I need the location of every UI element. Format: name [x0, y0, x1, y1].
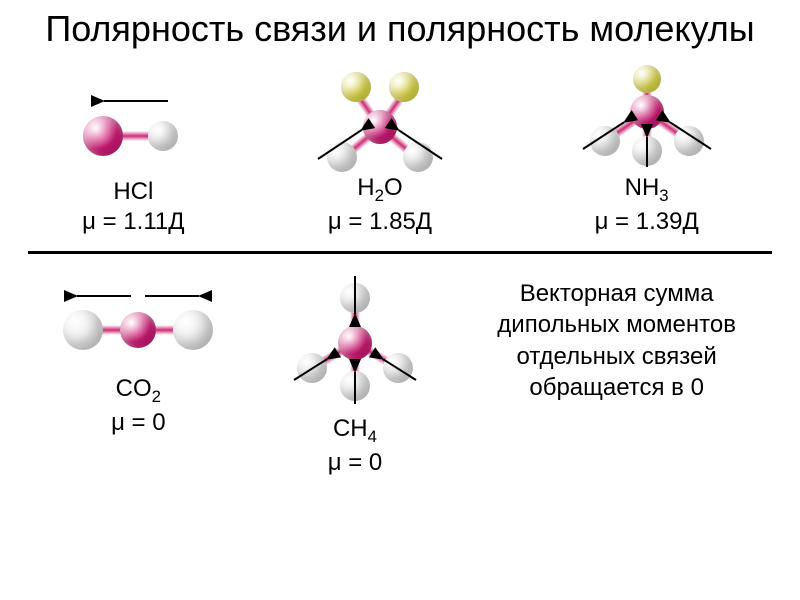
dipole-arrow-head	[91, 95, 105, 107]
note-cell: Векторная сумма дипольных моментов отдел…	[467, 268, 767, 403]
molecule-canvas	[270, 268, 440, 408]
molecule-label: NH3μ = 1.39Д	[595, 173, 699, 237]
atom	[83, 116, 123, 156]
dipole-arrow	[77, 295, 131, 297]
molecule-h2o: H2Oμ = 1.85Д	[280, 57, 480, 237]
molecule-canvas	[33, 268, 243, 368]
dipole-arrow-head	[641, 124, 653, 138]
dipole-arrow-head	[349, 359, 361, 373]
dipole-arrow-head	[198, 290, 212, 302]
atom	[63, 310, 103, 350]
dipole-arrow	[145, 295, 199, 297]
molecule-co2: CO2μ = 0	[33, 268, 243, 438]
molecule-label: H2Oμ = 1.85Д	[328, 173, 432, 237]
row-polar-molecules: HClμ = 1.11Д H2Oμ = 1.85Д NH3μ = 1.39Д	[0, 53, 800, 245]
dipole-arrow	[354, 372, 356, 404]
molecule-canvas	[53, 81, 213, 171]
molecule-canvas	[547, 57, 747, 167]
atom	[327, 142, 357, 172]
atom	[338, 326, 372, 360]
dipole-arrow	[104, 100, 168, 102]
atom	[341, 72, 371, 102]
molecule-label: CH4μ = 0	[328, 414, 383, 478]
molecule-label: HClμ = 1.11Д	[82, 177, 184, 237]
molecule-hcl: HClμ = 1.11Д	[53, 81, 213, 237]
dipole-arrow	[354, 276, 356, 314]
molecule-ch4: CH4μ = 0	[270, 268, 440, 478]
atom	[633, 65, 661, 93]
dipole-arrow-head	[349, 313, 361, 327]
dipole-arrow	[646, 137, 648, 167]
atom	[173, 310, 213, 350]
atom	[120, 312, 156, 348]
molecule-canvas	[280, 57, 480, 167]
atom	[148, 121, 178, 151]
atom	[403, 142, 433, 172]
dipole-arrow-head	[64, 290, 78, 302]
molecule-nh3: NH3μ = 1.39Д	[547, 57, 747, 237]
page-title: Полярность связи и полярность молекулы	[0, 0, 800, 53]
atom	[389, 72, 419, 102]
vector-sum-note: Векторная сумма дипольных моментов отдел…	[467, 278, 767, 403]
row-nonpolar-molecules: CO2μ = 0 CH4μ = 0 Векторная сумма дипольны…	[0, 264, 800, 486]
divider-line	[28, 251, 772, 254]
molecule-label: CO2μ = 0	[111, 374, 166, 438]
